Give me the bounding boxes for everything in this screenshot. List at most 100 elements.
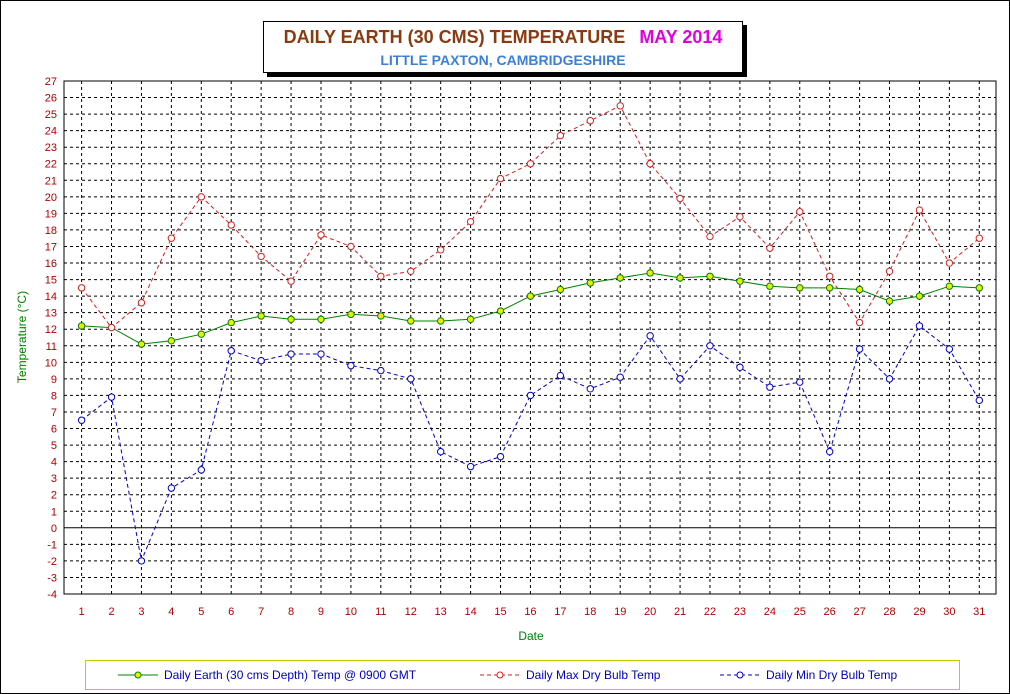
x-tick-label: 7 (258, 606, 264, 618)
y-tick-label: 4 (51, 457, 57, 469)
point-earth (945, 282, 954, 290)
point-min (407, 375, 415, 383)
y-tick-label: 1 (51, 506, 57, 518)
point-max (77, 284, 86, 292)
legend: Daily Earth (30 cms Depth) Temp @ 0900 G… (85, 660, 960, 690)
point-min (496, 452, 505, 461)
point-earth (616, 274, 624, 282)
x-tick-label: 16 (524, 606, 536, 618)
y-tick-label: 9 (51, 374, 57, 386)
point-max (137, 299, 146, 307)
legend-label-earth: Daily Earth (30 cms Depth) Temp @ 0900 G… (164, 667, 417, 682)
grid-lines (64, 81, 996, 594)
x-tick-label: 1 (79, 606, 85, 618)
point-max (855, 318, 864, 327)
point-earth (466, 315, 475, 323)
point-max (287, 277, 295, 285)
point-min (197, 466, 205, 474)
point-earth (706, 272, 714, 280)
point-earth (77, 322, 86, 330)
x-tick-label: 2 (108, 606, 114, 618)
point-earth (676, 274, 684, 282)
point-min (137, 557, 146, 565)
point-max (257, 252, 265, 261)
y-tick-label: 25 (45, 109, 57, 121)
x-tick-label: 10 (345, 606, 357, 618)
y-tick-label: 2 (51, 490, 57, 502)
x-tick-label: 8 (288, 606, 294, 618)
legend-item-earth: Daily Earth (30 cms Depth) Temp @ 0900 G… (116, 667, 416, 682)
point-min (616, 373, 624, 381)
point-min (257, 356, 265, 365)
chart-title-box: DAILY EARTH (30 CMS) TEMPERATURE MAY 2014… (263, 21, 743, 73)
legend-label-max: Daily Max Dry Bulb Temp (526, 667, 661, 682)
y-tick-label: 15 (45, 275, 57, 287)
y-tick-label: 8 (51, 390, 57, 402)
y-tick-label: 26 (45, 93, 57, 105)
legend-swatch-earth (118, 671, 158, 679)
point-earth (137, 340, 146, 348)
y-tick-label: -1 (47, 539, 57, 551)
point-max (107, 323, 116, 332)
point-max (736, 212, 744, 221)
point-min (885, 375, 894, 383)
point-max (766, 244, 774, 252)
x-tick-label: 9 (318, 606, 324, 618)
point-max (646, 160, 654, 168)
point-max (885, 267, 894, 276)
plot-area (63, 80, 997, 595)
x-tick-label: 20 (644, 606, 656, 618)
point-min (975, 396, 983, 405)
y-tick-label: 3 (51, 473, 57, 485)
point-min (436, 447, 445, 456)
x-tick-label: 6 (228, 606, 234, 618)
point-earth (915, 292, 924, 300)
point-max (915, 206, 924, 214)
point-max (556, 131, 565, 140)
x-tick-label: 18 (584, 606, 596, 618)
point-min (317, 350, 325, 358)
chart-title: DAILY EARTH (30 CMS) TEMPERATURE MAY 2014 (264, 27, 742, 48)
point-earth (407, 317, 415, 325)
x-tick-label: 30 (943, 606, 955, 618)
point-max (706, 232, 714, 241)
x-axis-label: Date (518, 629, 544, 643)
x-tick-label: 13 (435, 606, 447, 618)
x-tick-label: 28 (883, 606, 895, 618)
y-tick-label: 22 (45, 159, 57, 171)
x-tick-label: 17 (554, 606, 566, 618)
point-max (616, 102, 624, 110)
point-min (347, 361, 355, 370)
point-max (227, 221, 235, 229)
x-tick-label: 5 (198, 606, 204, 618)
x-tick-label: 23 (734, 606, 746, 618)
point-min (287, 350, 295, 358)
point-earth (526, 292, 535, 300)
legend-item-min: Daily Min Dry Bulb Temp (718, 667, 897, 682)
point-min (796, 378, 804, 386)
point-max (676, 194, 684, 203)
point-min (945, 345, 954, 353)
point-max (975, 234, 983, 242)
point-earth (197, 330, 205, 338)
point-earth (646, 269, 654, 277)
y-tick-label: -4 (47, 589, 57, 601)
x-tick-label: 12 (405, 606, 417, 618)
y-tick-label: -3 (47, 572, 57, 584)
x-tick-label: 4 (168, 606, 174, 618)
x-axis-ticks: 1 2 3 4 5 6 7 8 9 10 11 12 13 14 15 16 17 18 19 20 21 22 23 24 2… (79, 606, 986, 618)
point-min (646, 332, 654, 340)
y-tick-label: 0 (51, 523, 57, 535)
point-earth (825, 284, 834, 292)
chart-subtitle: LITTLE PAXTON, CAMBRIDGESHIRE (380, 52, 626, 68)
point-min (377, 366, 385, 375)
x-tick-label: 21 (674, 606, 686, 618)
point-earth (287, 315, 295, 323)
point-earth (766, 282, 774, 290)
x-tick-label: 3 (138, 606, 144, 618)
y-tick-label: -2 (47, 556, 57, 568)
title-main: DAILY EARTH (30 CMS) TEMPERATURE (283, 27, 626, 47)
point-min (855, 345, 864, 353)
legend-label-min: Daily Min Dry Bulb Temp (766, 667, 898, 682)
